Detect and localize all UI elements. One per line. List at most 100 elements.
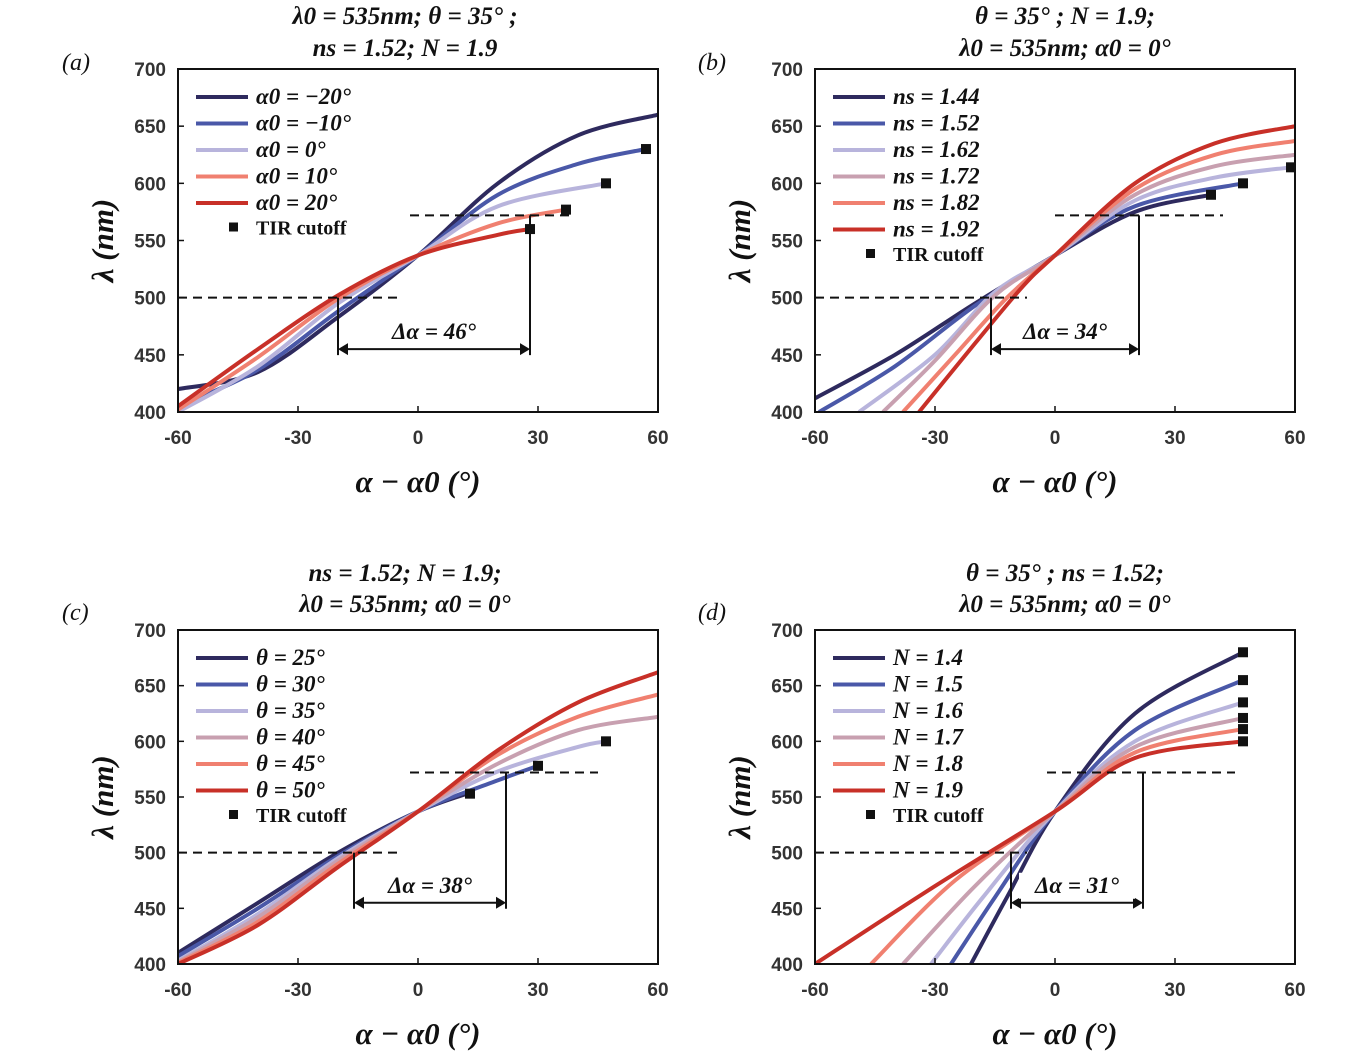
chart-panel-a: λ0 = 535nm; θ = 35° ; ns = 1.52; N = 1.9 (… [62, 3, 669, 499]
y-axis-label: λ (nm) [85, 755, 120, 841]
y-tick-label: 500 [771, 289, 803, 310]
panel-label: (d) [698, 600, 726, 626]
annotation-bg [376, 319, 492, 346]
y-tick-label: 550 [771, 788, 803, 809]
y-tick-label: 400 [134, 403, 166, 424]
chart-panel-d: θ = 35° ; ns = 1.52; λ0 = 535nm; α0 = 0° (… [698, 560, 1306, 1051]
x-tick-label: 0 [413, 980, 424, 1001]
tir-cutoff-marker [1238, 697, 1248, 708]
series-line-6 [178, 670, 658, 964]
legend-label: N = 1.8 [892, 751, 963, 776]
x-tick-label: -30 [284, 980, 311, 1001]
legend-cutoff-label: TIR cutoff [256, 805, 347, 827]
chart-panel-c: ns = 1.52; N = 1.9; λ0 = 535nm; α0 = 0° (c… [62, 560, 669, 1051]
y-tick-label: 400 [134, 955, 166, 976]
legend-label: N = 1.6 [892, 698, 963, 723]
tir-cutoff-marker [601, 736, 611, 747]
tir-cutoff-marker [1238, 712, 1248, 723]
x-tick-label: 0 [1050, 980, 1061, 1001]
x-axis-label: α − α0 (°) [993, 1016, 1118, 1051]
y-tick-label: 550 [771, 232, 803, 253]
legend-cutoff-marker [229, 222, 238, 232]
legend-label: θ = 45° [256, 751, 326, 776]
legend-label: ns = 1.82 [893, 190, 980, 215]
x-tick-label: -30 [284, 428, 311, 449]
x-tick-label: 30 [1164, 980, 1185, 1001]
x-axis-label: α − α0 (°) [356, 464, 481, 499]
legend-label: ns = 1.92 [893, 217, 980, 242]
y-tick-label: 700 [771, 60, 803, 81]
chart-title-line-1: ns = 1.52; N = 1.9; [308, 560, 501, 587]
x-tick-label: -60 [801, 980, 828, 1001]
series-group [178, 670, 658, 964]
y-tick-label: 600 [134, 174, 166, 195]
chart-title-line-2: ns = 1.52; N = 1.9 [313, 35, 498, 62]
legend-label: N = 1.7 [892, 725, 964, 750]
x-tick-label: 30 [527, 428, 548, 449]
panel-label: (c) [62, 600, 89, 626]
x-tick-label: 60 [1284, 428, 1305, 449]
x-axis-label: α − α0 (°) [993, 464, 1118, 499]
arrowhead-left [991, 343, 1001, 356]
series-line-6 [917, 124, 1295, 412]
y-tick-label: 650 [134, 677, 166, 698]
x-tick-label: -60 [164, 980, 191, 1001]
x-tick-label: 60 [1284, 980, 1305, 1001]
tir-cutoff-marker [561, 204, 571, 215]
legend-cutoff-label: TIR cutoff [893, 805, 984, 827]
x-tick-label: 30 [527, 980, 548, 1001]
chart-title-line-1: θ = 35° ; N = 1.9; [975, 3, 1155, 30]
chart-title-line-2: λ0 = 535nm; α0 = 0° [298, 591, 510, 618]
y-tick-label: 700 [771, 621, 803, 642]
delta-alpha-label: Δα = 38° [387, 873, 473, 898]
arrowhead-left [338, 343, 348, 356]
y-tick-label: 650 [134, 117, 166, 138]
legend-label: ns = 1.44 [893, 84, 980, 109]
series-line-3 [178, 181, 607, 412]
x-tick-label: -60 [801, 428, 828, 449]
legend-label: α0 = −10° [256, 111, 352, 136]
y-tick-label: 650 [771, 117, 803, 138]
legend-label: N = 1.4 [892, 645, 963, 670]
y-tick-label: 400 [771, 955, 803, 976]
legend-label: ns = 1.62 [893, 137, 980, 162]
legend-label: α0 = 0° [256, 137, 326, 162]
arrowhead-left [1011, 896, 1021, 909]
legend-cutoff-label: TIR cutoff [893, 244, 984, 266]
legend-label: θ = 50° [256, 778, 326, 803]
series-group [815, 124, 1295, 412]
legend-label: ns = 1.72 [893, 164, 980, 189]
tir-cutoff-marker [601, 178, 611, 189]
legend-label: α0 = 20° [256, 190, 338, 215]
arrowhead-right [1133, 896, 1143, 909]
series-line-1 [178, 112, 658, 392]
legend-label: ns = 1.52 [893, 111, 980, 136]
legend-label: N = 1.5 [892, 672, 963, 697]
tir-cutoff-marker [1238, 736, 1248, 747]
x-tick-label: 60 [647, 428, 668, 449]
series-line-1 [969, 650, 1244, 964]
legend-cutoff-label: TIR cutoff [256, 218, 347, 240]
annotation-bg [372, 872, 488, 899]
legend-cutoff-marker [229, 810, 238, 819]
y-tick-label: 700 [134, 60, 166, 81]
chart-title-line-1: λ0 = 535nm; θ = 35° ; [291, 3, 517, 30]
legend-label: θ = 25° [256, 645, 326, 670]
tir-cutoff-marker [465, 788, 475, 799]
legend-label: θ = 30° [256, 672, 326, 697]
y-tick-label: 500 [134, 844, 166, 865]
legend-cutoff-marker [866, 810, 875, 819]
y-tick-label: 550 [134, 788, 166, 809]
x-tick-label: -60 [164, 428, 191, 449]
legend-label: θ = 35° [256, 698, 326, 723]
tir-cutoff-marker [1286, 162, 1296, 173]
tir-cutoff-marker [533, 760, 543, 771]
tir-cutoff-marker [1238, 675, 1248, 686]
tir-cutoff-marker [525, 224, 535, 235]
panel-label: (a) [62, 50, 90, 76]
x-tick-label: -30 [921, 428, 948, 449]
tir-cutoff-marker [1238, 178, 1248, 189]
tir-cutoff-marker [641, 144, 651, 155]
annotation-bg [1007, 319, 1123, 346]
